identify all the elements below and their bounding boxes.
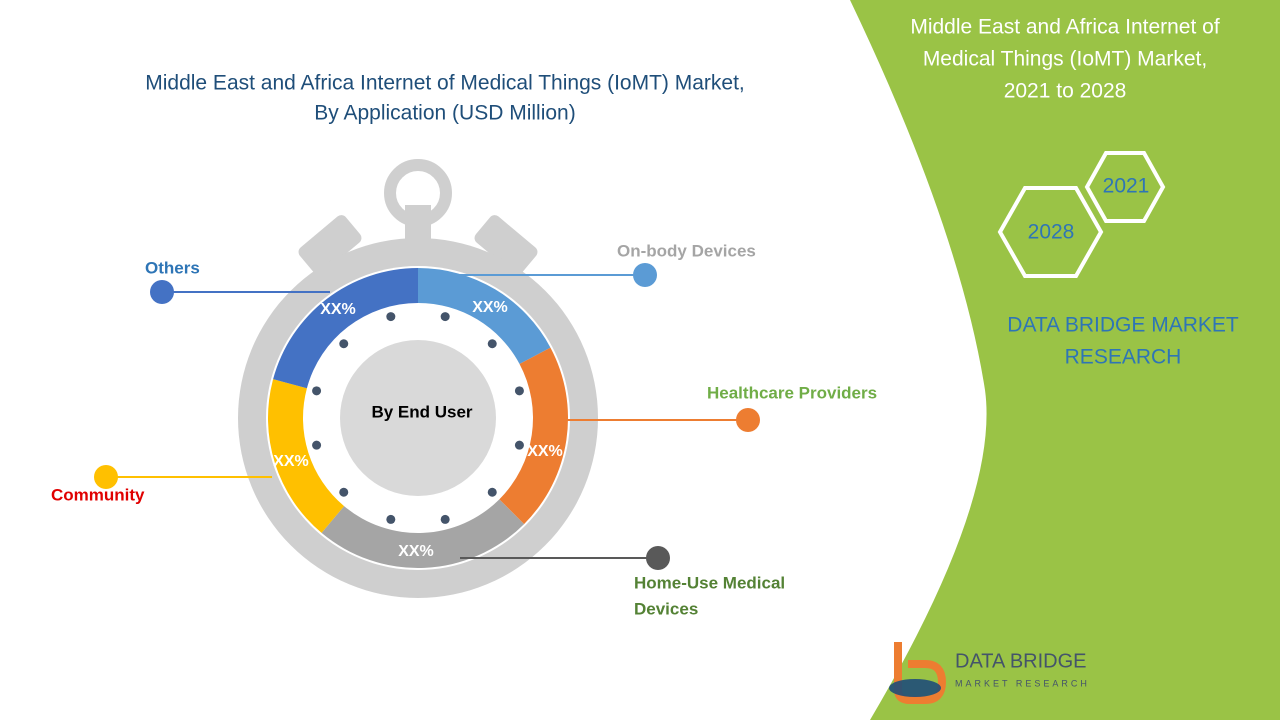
segment-label: On-body Devices [617,241,756,260]
dial-dot [487,339,497,349]
side-panel [850,0,1280,720]
dial-dot [386,514,396,524]
segment-label: Devices [634,599,698,618]
logo-name: DATA BRIDGE [955,650,1087,672]
segment-value: XX% [273,453,309,470]
logo-tagline: MARKET RESEARCH [955,678,1090,688]
dial-dot [440,312,450,322]
side-title: 2021 to 2028 [1004,80,1127,103]
ring-segment [267,379,345,533]
year: 2021 [1103,175,1150,198]
segment-label: Healthcare Providers [707,383,877,402]
title-line: Middle East and Africa Internet of Medic… [145,72,745,95]
connector-dot [646,546,670,570]
center-label: By End User [371,402,472,421]
connector-dot [94,465,118,489]
dial-dot [514,440,524,450]
logo: DATA BRIDGE MARKET RESEARCH [889,642,1090,704]
segment-label: Home-Use Medical [634,573,785,592]
brand: RESEARCH [1065,346,1182,369]
side-title: Medical Things (IoMT) Market, [923,48,1207,71]
ring-segment [321,499,525,569]
dial-dot [487,487,497,497]
dial-dot [312,386,322,396]
connector-dot [633,263,657,287]
dial-dots [312,312,524,524]
dial-dot [312,440,322,450]
segment-value: XX% [472,299,508,316]
dial-dot [339,487,349,497]
ring: XX% XX% XX% XX% XX% [267,268,569,569]
segment-value: XX% [320,301,356,318]
segment-value: XX% [527,443,563,460]
title-line: By Application (USD Million) [314,102,575,125]
hexagons [997,151,1166,278]
dial-dot [339,339,349,349]
ring-segment [499,347,569,525]
segment-label: Others [145,258,200,277]
ring-segment [418,268,551,365]
dial-dot [386,312,396,322]
dial-dot [514,386,524,396]
connector-dot [150,280,174,304]
segment-value: XX% [398,543,434,560]
side-title: Middle East and Africa Internet of [910,16,1220,39]
brand: DATA BRIDGE MARKET [1007,314,1239,337]
ring-segment [273,268,418,389]
connector-dot [736,408,760,432]
year: 2028 [1028,221,1075,244]
segment-label: Community [51,485,145,504]
dial-dot [440,514,450,524]
